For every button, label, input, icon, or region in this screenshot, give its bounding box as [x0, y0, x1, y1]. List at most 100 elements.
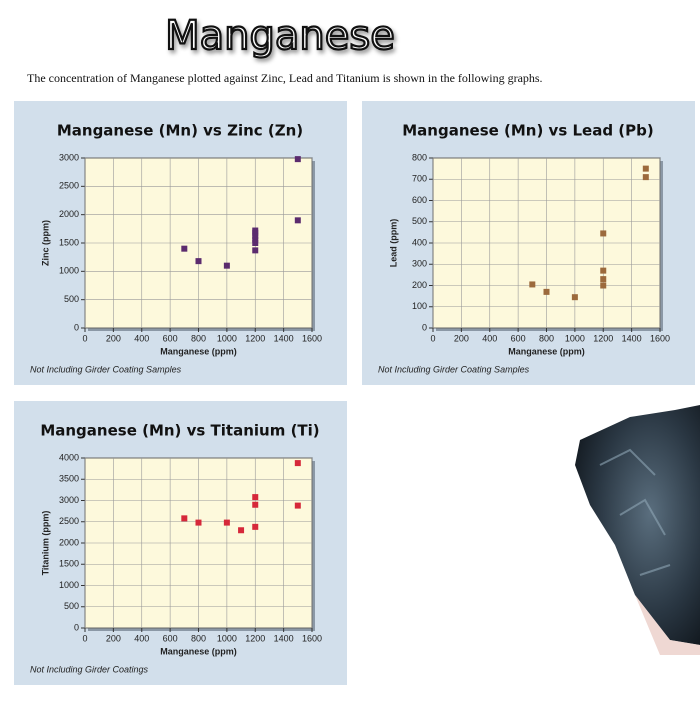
page-title: Manganese: [165, 13, 395, 59]
x-tick-label: 200: [106, 333, 121, 343]
x-axis-label: Manganese (ppm): [160, 346, 237, 356]
x-tick-label: 1000: [565, 333, 585, 343]
x-tick-label: 1600: [302, 333, 322, 343]
data-point: [252, 240, 259, 246]
y-tick-label: 1000: [59, 266, 79, 276]
x-axis-label: Manganese (ppm): [160, 646, 237, 656]
y-tick-label: 0: [74, 322, 79, 332]
y-tick-label: 700: [412, 174, 427, 184]
y-tick-label: 2500: [59, 181, 79, 191]
y-tick-label: 3500: [59, 474, 79, 484]
data-point: [252, 523, 259, 530]
chart-title: Manganese (Mn) vs Zinc (Zn): [57, 122, 303, 140]
data-point: [238, 527, 245, 534]
y-tick-label: 600: [412, 195, 427, 205]
x-tick-label: 0: [82, 633, 87, 643]
data-point: [600, 230, 607, 237]
x-tick-label: 0: [430, 333, 435, 343]
note: Not Including Girder Coating Samples: [30, 364, 182, 374]
data-point: [195, 519, 202, 526]
y-tick-label: 1500: [59, 559, 79, 569]
x-tick-label: 600: [511, 333, 526, 343]
y-tick-label: 3000: [59, 495, 79, 505]
x-tick-label: 800: [191, 333, 206, 343]
data-point: [181, 245, 188, 252]
x-tick-label: 400: [134, 633, 149, 643]
x-axis-label: Manganese (ppm): [508, 346, 585, 356]
data-point: [294, 460, 301, 467]
y-tick-label: 100: [412, 301, 427, 311]
chart-panel: Manganese (Mn) vs Lead (Pb) 0 100 200 300 400…: [362, 101, 695, 385]
y-tick-label: 400: [412, 237, 427, 247]
data-point: [252, 236, 259, 243]
x-tick-label: 0: [82, 333, 87, 343]
x-tick-label: 800: [191, 633, 206, 643]
x-tick-label: 1000: [217, 633, 237, 643]
data-point: [252, 494, 259, 501]
note: Not Including Girder Coating Samples: [378, 364, 530, 374]
y-tick-label: 0: [422, 322, 427, 332]
data-point: [642, 165, 649, 172]
data-point: [294, 217, 301, 224]
chart-panel: Manganese (Mn) vs Zinc (Zn) 0 500 1000 1500 2…: [14, 101, 347, 385]
y-tick-label: 2500: [59, 516, 79, 526]
x-tick-label: 400: [482, 333, 497, 343]
x-tick-label: 600: [163, 333, 178, 343]
title-banner: Manganese: [164, 12, 396, 60]
chart: Manganese (Mn) vs Zinc (Zn) 0 500 1000 1500 2…: [30, 122, 322, 375]
y-tick-label: 2000: [59, 209, 79, 219]
x-tick-label: 1400: [274, 633, 294, 643]
rock-image: [575, 405, 700, 655]
data-point: [252, 227, 259, 234]
y-axis-label: Titanium (ppm): [40, 511, 50, 576]
x-tick-label: 600: [163, 633, 178, 643]
chart: Manganese (Mn) vs Lead (Pb) 0 100 200 300 400…: [378, 122, 670, 375]
y-tick-label: 4000: [59, 452, 79, 462]
data-point: [195, 258, 202, 265]
y-axis-label: Lead (ppm): [388, 219, 398, 268]
data-point: [181, 515, 188, 522]
data-point: [252, 247, 259, 254]
y-tick-label: 500: [64, 294, 79, 304]
y-tick-label: 1000: [59, 580, 79, 590]
x-tick-label: 200: [454, 333, 469, 343]
data-point: [600, 282, 607, 289]
data-point: [223, 519, 230, 526]
x-tick-label: 1400: [274, 333, 294, 343]
chart-title: Manganese (Mn) vs Titanium (Ti): [40, 422, 319, 440]
data-point: [252, 501, 259, 508]
data-point: [543, 288, 550, 295]
data-point: [600, 267, 607, 274]
data-point: [223, 262, 230, 269]
data-point: [529, 281, 536, 288]
note: Not Including Girder Coatings: [30, 664, 149, 674]
y-axis-label: Zinc (ppm): [40, 220, 50, 266]
intro-text: The concentration of Manganese plotted a…: [27, 71, 543, 85]
x-tick-label: 400: [134, 333, 149, 343]
data-point: [571, 294, 578, 301]
y-tick-label: 0: [74, 622, 79, 632]
data-point: [294, 156, 301, 163]
y-tick-label: 500: [412, 216, 427, 226]
y-tick-label: 3000: [59, 152, 79, 162]
y-tick-label: 300: [412, 259, 427, 269]
y-tick-label: 1500: [59, 237, 79, 247]
x-tick-label: 1000: [217, 333, 237, 343]
x-tick-label: 800: [539, 333, 554, 343]
chart-title: Manganese (Mn) vs Lead (Pb): [402, 122, 653, 140]
x-tick-label: 1600: [650, 333, 670, 343]
chart: Manganese (Mn) vs Titanium (Ti) 0 500 1000 1…: [30, 422, 322, 675]
x-tick-label: 1200: [593, 333, 613, 343]
y-tick-label: 800: [412, 152, 427, 162]
x-tick-label: 1200: [245, 633, 265, 643]
y-tick-label: 2000: [59, 537, 79, 547]
y-tick-label: 200: [412, 280, 427, 290]
chart-panel: Manganese (Mn) vs Titanium (Ti) 0 500 1000 1…: [14, 401, 347, 685]
data-point: [252, 233, 259, 240]
x-tick-label: 1200: [245, 333, 265, 343]
x-tick-label: 1600: [302, 633, 322, 643]
data-point: [642, 174, 649, 181]
y-tick-label: 500: [64, 601, 79, 611]
x-tick-label: 200: [106, 633, 121, 643]
